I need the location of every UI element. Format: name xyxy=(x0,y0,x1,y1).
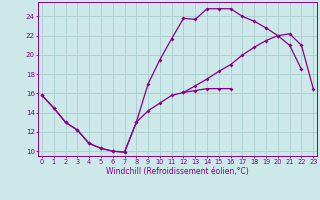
X-axis label: Windchill (Refroidissement éolien,°C): Windchill (Refroidissement éolien,°C) xyxy=(106,167,249,176)
